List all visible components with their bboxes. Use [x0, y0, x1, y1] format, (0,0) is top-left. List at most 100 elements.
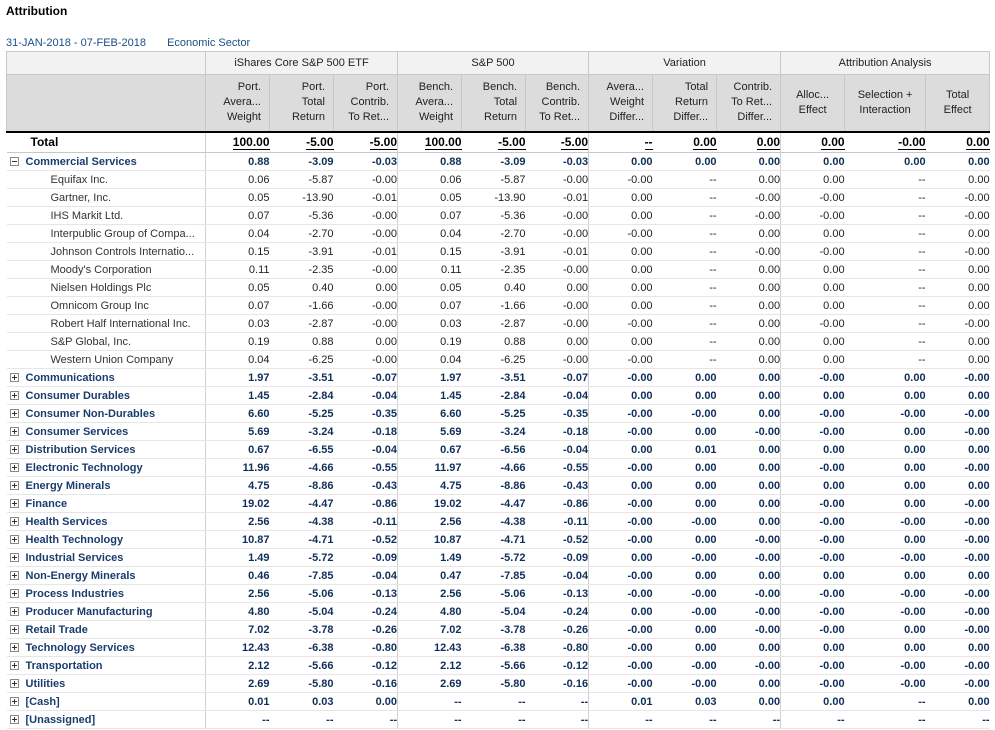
column-header-12[interactable]: Total Effect: [925, 74, 991, 132]
column-header-line: Contrib.: [350, 96, 390, 109]
holding-row[interactable]: Nielsen Holdings Plc 0.05 0.40 0.00 0.05 0.40…: [6, 278, 990, 297]
sector-row[interactable]: Consumer Durables 1.45 -2.84 -0.04 1.45 -2.84…: [6, 386, 990, 405]
expand-icon[interactable]: [9, 588, 19, 598]
holding-row[interactable]: Interpublic Group of Compa... 0.04 -2.70 -0…: [6, 224, 990, 243]
expand-icon[interactable]: [9, 480, 19, 490]
expand-icon[interactable]: [9, 642, 19, 652]
holding-row[interactable]: Equifax Inc. 0.06 -5.87 -0.00 0.06 -5.87 -0.00…: [6, 170, 990, 189]
sector-label[interactable]: Transportation: [25, 659, 103, 672]
sector-row[interactable]: Finance 19.02 -4.47 -0.86 19.02 -4.47 -0.86 -0.…: [6, 494, 990, 513]
sector-row[interactable]: Electronic Technology 11.96 -4.66 -0.55 11.9…: [6, 458, 990, 477]
value-cell: -7.85: [461, 566, 526, 585]
holding-row[interactable]: Gartner, Inc. 0.05 -13.90 -0.01 0.05 -13.90 -0…: [6, 188, 990, 207]
sector-label[interactable]: Consumer Non-Durables: [25, 407, 156, 420]
expand-icon[interactable]: [9, 462, 19, 472]
sector-row[interactable]: Health Technology 10.87 -4.71 -0.52 10.87 -4.…: [6, 530, 990, 549]
sector-row[interactable]: Utilities 2.69 -5.80 -0.16 2.69 -5.80 -0.16 -0.…: [6, 674, 990, 693]
sector-row[interactable]: Producer Manufacturing 4.80 -5.04 -0.24 4.80…: [6, 602, 990, 621]
holding-row[interactable]: Robert Half International Inc. 0.03 -2.87-…: [6, 314, 990, 333]
holding-row[interactable]: Western Union Company 0.04 -6.25 -0.00 0.04-…: [6, 350, 990, 369]
sector-row[interactable]: Communications 1.97 -3.51 -0.07 1.97 -3.51 -0.…: [6, 368, 990, 387]
sector-row[interactable]: [Unassigned] -- -- -- -- -- -- -- -- -- -- -- --: [6, 710, 990, 729]
group-header-benchmark[interactable]: S&P 500: [397, 51, 590, 75]
column-header-5[interactable]: Bench. Total Return: [461, 74, 527, 132]
column-header-8[interactable]: Total Return Differ...: [652, 74, 718, 132]
expand-icon[interactable]: [9, 516, 19, 526]
sector-row[interactable]: Distribution Services 0.67 -6.55 -0.04 0.67-…: [6, 440, 990, 459]
value-cell: --: [269, 710, 334, 729]
sector-label[interactable]: Industrial Services: [25, 551, 124, 564]
column-header-1[interactable]: Port. Avera... Weight: [205, 74, 270, 132]
sector-label[interactable]: Process Industries: [25, 587, 124, 600]
value-cell: -2.35: [461, 260, 526, 279]
sector-label[interactable]: Commercial Services: [25, 155, 137, 168]
column-header-11[interactable]: Selection + Interaction: [844, 74, 927, 132]
expand-icon[interactable]: [9, 714, 19, 724]
sector-row[interactable]: Energy Minerals 4.75 -8.86 -0.43 4.75 -8.86 -0…: [6, 476, 990, 495]
collapse-icon[interactable]: [9, 156, 19, 166]
group-header-attribution[interactable]: Attribution Analysis: [780, 51, 991, 75]
sector-label[interactable]: Electronic Technology: [25, 461, 143, 474]
expand-icon[interactable]: [9, 390, 19, 400]
expand-icon[interactable]: [9, 552, 19, 562]
sector-label[interactable]: Retail Trade: [25, 623, 88, 636]
column-header-4[interactable]: Bench. Avera... Weight: [397, 74, 463, 132]
column-header-10[interactable]: Alloc... Effect: [780, 74, 846, 132]
holding-row[interactable]: Moody's Corporation 0.11 -2.35 -0.00 0.11 -2.…: [6, 260, 990, 279]
group-header-portfolio[interactable]: iShares Core S&P 500 ETF: [204, 51, 399, 75]
name-column-header[interactable]: [6, 74, 206, 132]
sector-label[interactable]: Energy Minerals: [25, 479, 111, 492]
holding-row[interactable]: S&P Global, Inc. 0.19 0.88 0.00 0.19 0.88 0.00…: [6, 332, 990, 351]
sector-label[interactable]: Health Services: [25, 515, 108, 528]
sector-row[interactable]: Consumer Services 5.69 -3.24 -0.18 5.69 -3.24…: [6, 422, 990, 441]
expand-icon[interactable]: [9, 696, 19, 706]
sector-label[interactable]: Consumer Durables: [25, 389, 131, 402]
sector-row[interactable]: Non-Energy Minerals 0.46 -7.85 -0.04 0.47 -7.…: [6, 566, 990, 585]
sector-label[interactable]: Utilities: [25, 677, 66, 690]
value-cell: 0.07: [397, 296, 462, 315]
sector-label[interactable]: Distribution Services: [25, 443, 136, 456]
column-header-2[interactable]: Port. Total Return: [269, 74, 334, 132]
sector-row[interactable]: Health Services 2.56 -4.38 -0.11 2.56 -4.38 -0…: [6, 512, 990, 531]
sector-label[interactable]: Finance: [25, 497, 68, 510]
expand-icon[interactable]: [9, 426, 19, 436]
sector-label[interactable]: [Cash]: [25, 695, 60, 708]
holding-row[interactable]: Omnicom Group Inc 0.07 -1.66 -0.00 0.07 -1.66…: [6, 296, 990, 315]
column-header-9[interactable]: Contrib. To Ret... Differ...: [716, 74, 782, 132]
column-header-7[interactable]: Avera... Weight Differ...: [588, 74, 654, 132]
sector-row[interactable]: [Cash] 0.01 0.03 0.00 -- -- -- 0.01 0.03 0.00 0.00…: [6, 692, 990, 711]
expand-icon[interactable]: [9, 570, 19, 580]
expand-icon[interactable]: [9, 606, 19, 616]
sector-row[interactable]: Retail Trade 7.02 -3.78 -0.26 7.02 -3.78 -0.26…: [6, 620, 990, 639]
expand-icon[interactable]: [9, 498, 19, 508]
expand-icon[interactable]: [9, 372, 19, 382]
group-header-variation[interactable]: Variation: [588, 51, 782, 75]
grouping-link[interactable]: Economic Sector: [167, 37, 251, 49]
sector-label[interactable]: Technology Services: [25, 641, 135, 654]
sector-row[interactable]: Commercial Services 0.88 -3.09 -0.03 0.88 -3.…: [6, 152, 990, 171]
expand-icon[interactable]: [9, 408, 19, 418]
column-header-3[interactable]: Port. Contrib. To Ret...: [332, 74, 399, 132]
sector-label[interactable]: Health Technology: [25, 533, 124, 546]
value-cell: -0.00: [925, 548, 990, 567]
sector-row[interactable]: Technology Services 12.43 -6.38 -0.80 12.43-…: [6, 638, 990, 657]
sector-row[interactable]: Industrial Services 1.49 -5.72 -0.09 1.49 -5.…: [6, 548, 990, 567]
sector-label[interactable]: Non-Energy Minerals: [25, 569, 136, 582]
sector-row[interactable]: Consumer Non-Durables 6.60 -5.25 -0.35 6.60-…: [6, 404, 990, 423]
holding-row[interactable]: IHS Markit Ltd. 0.07 -5.36 -0.00 0.07 -5.36 -0…: [6, 206, 990, 225]
expand-icon[interactable]: [9, 444, 19, 454]
sector-label[interactable]: Communications: [25, 371, 115, 384]
sector-row[interactable]: Transportation 2.12 -5.66 -0.12 2.12 -5.66 -0.…: [6, 656, 990, 675]
column-header-row: Port. Avera... Weight Port. Total Return Port.…: [6, 74, 991, 132]
expand-icon[interactable]: [9, 660, 19, 670]
expand-icon[interactable]: [9, 534, 19, 544]
sector-row[interactable]: Process Industries 2.56 -5.06 -0.13 2.56 -5.0…: [6, 584, 990, 603]
sector-label[interactable]: Consumer Services: [25, 425, 129, 438]
expand-icon[interactable]: [9, 678, 19, 688]
date-range-link[interactable]: 31-JAN-2018 - 07-FEB-2018: [6, 37, 147, 49]
holding-row[interactable]: Johnson Controls Internatio... 0.15 -3.91-…: [6, 242, 990, 261]
expand-icon[interactable]: [9, 624, 19, 634]
column-header-6[interactable]: Bench. Contrib. To Ret...: [525, 74, 590, 132]
sector-label[interactable]: Producer Manufacturing: [25, 605, 153, 618]
sector-label[interactable]: [Unassigned]: [25, 713, 96, 726]
